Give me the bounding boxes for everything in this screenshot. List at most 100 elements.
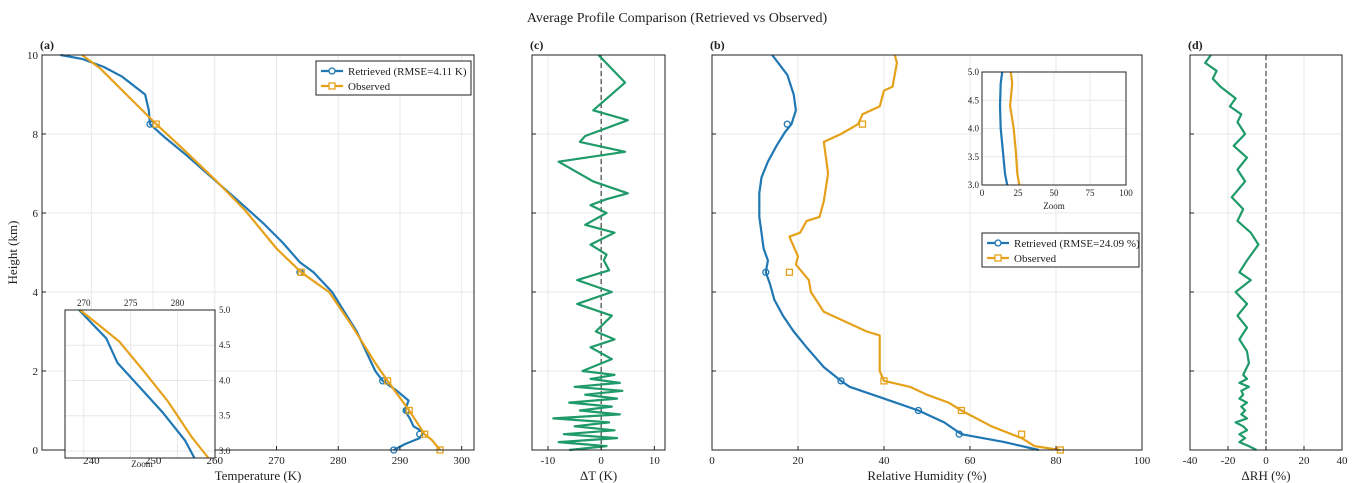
y-tick-label: 6 [33, 208, 39, 220]
inset-series-line-1 [998, 71, 1009, 186]
inset-series-line-2 [79, 309, 210, 459]
x-tick-label: -40 [1183, 455, 1198, 467]
x-tick-label: 0 [598, 455, 604, 467]
legend-label: Retrieved (RMSE=4.11 K) [348, 66, 467, 78]
x-tick-label: 0 [1263, 455, 1269, 467]
legend-label: Observed [1014, 253, 1057, 265]
plot-frame [41, 54, 475, 451]
series-line-2 [788, 54, 1061, 452]
inset-zoom: 270 275 280 3.0 3.5 4.0 4.5 5.0 Zoom [64, 298, 231, 469]
data-marker [297, 268, 305, 276]
x-tick-label: 100 [1134, 455, 1151, 467]
data-marker [762, 268, 770, 276]
inset-x-tick-label: 100 [1119, 188, 1133, 198]
x-tick-label: 80 [1051, 455, 1063, 467]
x-tick-label: 300 [453, 455, 470, 467]
series-line-2 [81, 54, 441, 451]
data-marker [858, 120, 867, 128]
data-marker [880, 377, 888, 385]
legend-box [981, 232, 1140, 268]
x-tick-label: 270 [268, 455, 285, 467]
x-axis-label: Relative Humidity (%) [867, 468, 986, 483]
x-tick-label: 290 [392, 455, 409, 467]
legend-marker [328, 82, 336, 90]
plot-frame [531, 54, 666, 451]
data-marker [379, 377, 387, 385]
inset-y-tick-label: 4.0 [968, 124, 980, 134]
inset-x-tick-label: 280 [171, 298, 185, 308]
y-tick-label: 4 [33, 287, 39, 299]
x-tick-label: 60 [965, 455, 977, 467]
series-line-1 [1204, 54, 1260, 451]
legend-box [315, 60, 472, 96]
data-marker [1017, 430, 1026, 438]
plot-frame [711, 54, 1143, 451]
inset-y-tick-label: 4.0 [219, 375, 231, 385]
figure-suptitle: Average Profile Comparison (Retrieved vs… [527, 11, 828, 26]
panel-label: (b) [710, 38, 725, 52]
inset-series-line-1 [78, 309, 196, 459]
inset-zoom-label: Zoom [131, 459, 153, 469]
x-axis-label: Temperature (K) [215, 468, 302, 483]
x-tick-label: -10 [541, 455, 556, 467]
inset-zoom: 0 25 50 75 100 3.0 3.5 4.0 4.5 5.0 Zoom [968, 67, 1134, 211]
inset-y-tick-label: 3.5 [219, 411, 231, 421]
inset-y-tick-label: 5.0 [968, 67, 980, 77]
data-marker [957, 406, 966, 415]
panel-d: -40 -20 0 20 40 ΔRH (%) (d) [1183, 38, 1348, 483]
data-marker [955, 430, 963, 438]
panel-b: 0 20 40 60 80 100 Relative Humidity (%) (b) Retr… [709, 38, 1151, 483]
y-tick-label: 2 [33, 366, 39, 378]
x-tick-label: 40 [879, 455, 891, 467]
data-marker [420, 430, 429, 438]
data-marker [914, 406, 923, 415]
panel-label: (a) [40, 38, 54, 52]
inset-frame [64, 309, 216, 459]
data-marker [785, 268, 794, 276]
inset-series-line-2 [1008, 71, 1021, 186]
inset-x-tick-label: 25 [1014, 188, 1024, 198]
x-tick-label: 0 [709, 455, 715, 467]
data-marker [837, 377, 845, 385]
data-marker [405, 406, 413, 415]
inset-y-tick-label: 4.5 [968, 95, 980, 105]
data-marker [383, 377, 392, 385]
data-marker [152, 120, 160, 128]
panel-label: (c) [530, 38, 543, 52]
inset-frame [981, 71, 1127, 186]
inset-x-tick-label: 50 [1050, 188, 1060, 198]
legend-label: Observed [348, 81, 391, 93]
legend-marker [994, 239, 1002, 247]
y-axis-label: Height (km) [5, 221, 20, 285]
series-line-1 [552, 54, 629, 452]
inset-y-tick-label: 3.0 [968, 180, 980, 190]
legend-marker [328, 67, 336, 75]
x-tick-label: 10 [649, 455, 661, 467]
y-tick-label: 10 [27, 50, 39, 62]
x-tick-label: 40 [1337, 455, 1349, 467]
inset-y-tick-label: 4.5 [219, 340, 231, 350]
series-line-1 [60, 53, 425, 451]
x-axis-label: ΔRH (%) [1241, 468, 1290, 483]
x-tick-label: 20 [1299, 455, 1311, 467]
legend-marker [994, 254, 1002, 262]
legend-label: Retrieved (RMSE=24.09 %) [1014, 238, 1140, 250]
inset-x-tick-label: 0 [980, 188, 985, 198]
data-marker [783, 120, 791, 128]
x-axis-label: ΔT (K) [580, 468, 617, 483]
inset-x-tick-label: 75 [1086, 188, 1096, 198]
panel-label: (d) [1188, 38, 1203, 52]
inset-x-tick-label: 270 [77, 298, 91, 308]
panel-a: 240 250 260 270 280 290 3000246810Temperature … [5, 38, 475, 483]
inset-background [65, 310, 215, 458]
x-tick-label: 20 [793, 455, 805, 467]
panel-c: -10 0 10 ΔT (K) (c) [530, 38, 666, 483]
inset-x-tick-label: 275 [124, 298, 138, 308]
data-marker [416, 430, 424, 438]
series-line-1 [758, 54, 1040, 452]
x-tick-label: -20 [1221, 455, 1236, 467]
inset-zoom-label: Zoom [1043, 201, 1065, 211]
inset-y-tick-label: 3.0 [219, 446, 231, 456]
inset-y-tick-label: 3.5 [968, 152, 980, 162]
